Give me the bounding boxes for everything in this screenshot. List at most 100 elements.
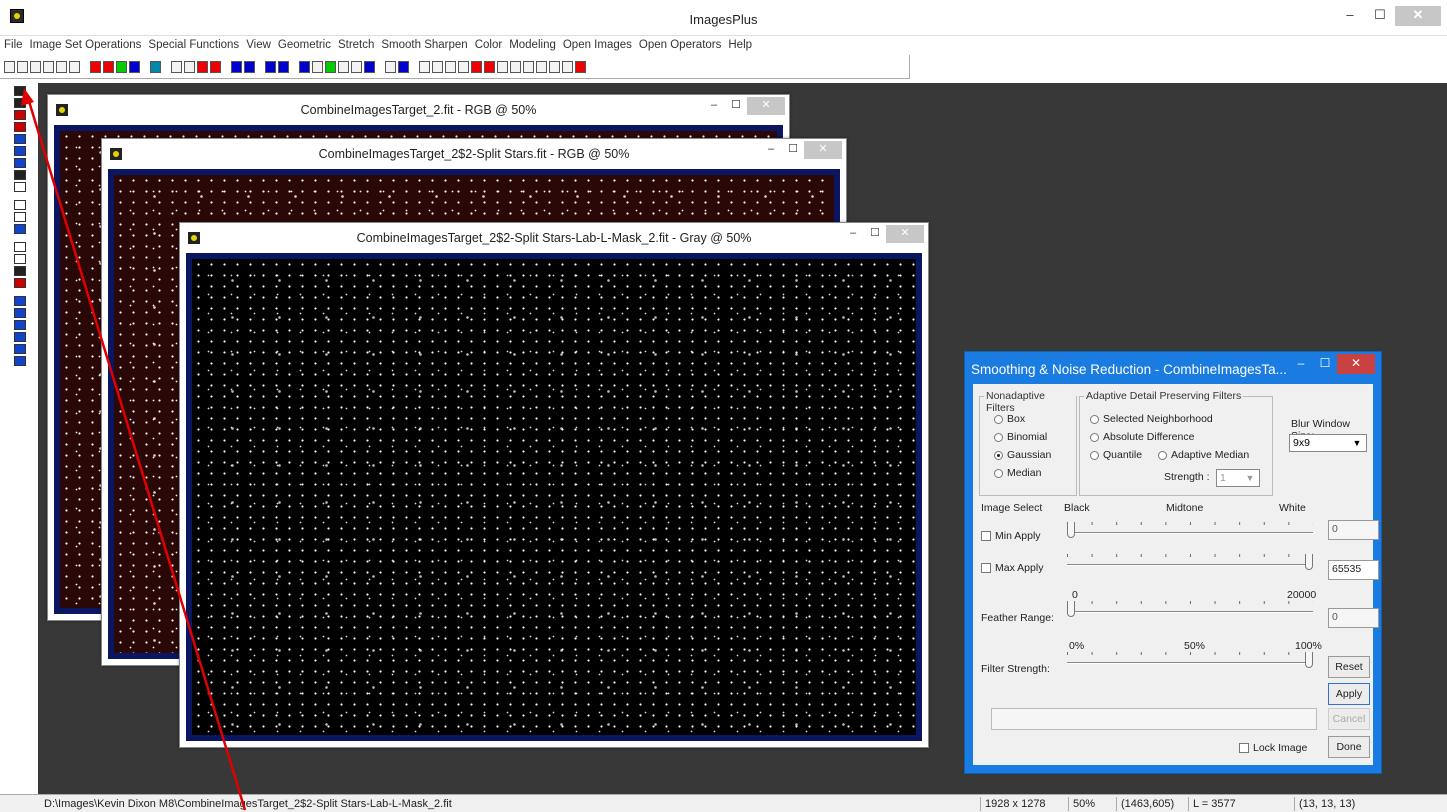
zoom-fit-icon[interactable] bbox=[445, 60, 456, 73]
new-icon[interactable] bbox=[4, 60, 15, 73]
green-channel-icon[interactable] bbox=[116, 60, 127, 73]
align-icon[interactable] bbox=[231, 60, 242, 73]
feather-range-slider[interactable] bbox=[1067, 597, 1313, 621]
arrow-tool-icon[interactable] bbox=[14, 278, 26, 288]
scatter-icon[interactable] bbox=[278, 60, 289, 73]
frame-4-icon[interactable] bbox=[536, 60, 547, 73]
dots-icon[interactable] bbox=[265, 60, 276, 73]
min-apply-checkbox[interactable]: Min Apply bbox=[981, 530, 1041, 542]
bars-tool-icon[interactable] bbox=[14, 254, 26, 264]
frame-3-icon[interactable] bbox=[523, 60, 534, 73]
zoom-minus-icon[interactable] bbox=[484, 60, 495, 73]
up-icon[interactable] bbox=[14, 308, 26, 318]
slider-thumb[interactable] bbox=[1067, 601, 1075, 617]
image-window-mask[interactable]: CombineImagesTarget_2$2-Split Stars-Lab-… bbox=[179, 222, 929, 748]
frame-5-icon[interactable] bbox=[549, 60, 560, 73]
close-button[interactable]: ✕ bbox=[804, 141, 842, 159]
maximize-button[interactable]: ☐ bbox=[870, 227, 880, 239]
red-tool-2-icon[interactable] bbox=[14, 122, 26, 132]
menu-image-set-operations[interactable]: Image Set Operations bbox=[29, 39, 142, 51]
move-icon[interactable] bbox=[14, 296, 26, 306]
menu-stretch[interactable]: Stretch bbox=[337, 39, 375, 51]
cancel-button[interactable]: Cancel bbox=[1328, 708, 1370, 730]
menu-modeling[interactable]: Modeling bbox=[509, 39, 556, 51]
image-canvas[interactable] bbox=[186, 253, 922, 741]
minimize-button[interactable]: – bbox=[710, 99, 718, 111]
crosshair-icon[interactable] bbox=[325, 60, 336, 73]
gradient-icon[interactable] bbox=[14, 212, 26, 222]
close-all-icon[interactable] bbox=[56, 60, 67, 73]
radio-median[interactable]: Median bbox=[994, 467, 1041, 479]
minimize-button[interactable]: – bbox=[849, 227, 857, 239]
zoom-plus-icon[interactable] bbox=[471, 60, 482, 73]
maximize-button[interactable]: ☐ bbox=[1319, 356, 1331, 370]
feather-range-field[interactable]: 0 bbox=[1328, 608, 1379, 628]
save-icon[interactable] bbox=[30, 60, 41, 73]
corner-icon[interactable] bbox=[312, 60, 323, 73]
blue-tool-3-icon[interactable] bbox=[14, 158, 26, 168]
maximize-button[interactable]: ☐ bbox=[788, 143, 798, 155]
window-titlebar[interactable]: CombineImagesTarget_2$2-Split Stars-Lab-… bbox=[180, 223, 928, 253]
corner-tool-icon[interactable] bbox=[14, 182, 26, 192]
pencil-icon[interactable] bbox=[385, 60, 396, 73]
blue-tool-icon[interactable] bbox=[14, 134, 26, 144]
menu-smooth-sharpen[interactable]: Smooth Sharpen bbox=[381, 39, 468, 51]
blue-tool-2-icon[interactable] bbox=[14, 146, 26, 156]
grid-icon[interactable] bbox=[351, 60, 362, 73]
max-apply-slider[interactable] bbox=[1067, 550, 1313, 574]
rotate-right-icon[interactable] bbox=[14, 344, 26, 354]
print-icon[interactable] bbox=[69, 60, 80, 73]
slider-thumb[interactable] bbox=[1067, 522, 1075, 538]
cross-icon[interactable] bbox=[338, 60, 349, 73]
slider-thumb[interactable] bbox=[1305, 652, 1313, 668]
close-button[interactable]: ✕ bbox=[747, 97, 785, 115]
panel-icon[interactable] bbox=[364, 60, 375, 73]
menu-geometric[interactable]: Geometric bbox=[277, 39, 331, 51]
arrow-right-icon[interactable] bbox=[184, 60, 195, 73]
zoom-actual-icon[interactable] bbox=[458, 60, 469, 73]
plus-tool-icon[interactable] bbox=[14, 224, 26, 234]
arrow-right-red-icon[interactable] bbox=[210, 60, 221, 73]
strength-select[interactable]: 1 ▼ bbox=[1216, 469, 1260, 487]
maximize-button[interactable]: ☐ bbox=[1374, 7, 1386, 22]
close-button[interactable]: ✕ bbox=[1337, 354, 1375, 374]
blue-channel-icon[interactable] bbox=[129, 60, 140, 73]
zoom-out-icon[interactable] bbox=[432, 60, 443, 73]
red-tool-icon[interactable] bbox=[14, 110, 26, 120]
black-tool-icon[interactable] bbox=[14, 98, 26, 108]
window-titlebar[interactable]: CombineImagesTarget_2.fit - RGB @ 50% – … bbox=[48, 95, 789, 125]
menu-view[interactable]: View bbox=[246, 39, 271, 51]
reset-button[interactable]: Reset bbox=[1328, 656, 1370, 678]
apply-button[interactable]: Apply bbox=[1328, 683, 1370, 705]
red-channel-icon[interactable] bbox=[103, 60, 114, 73]
menu-file[interactable]: File bbox=[4, 39, 23, 51]
arrow-left-red-icon[interactable] bbox=[197, 60, 208, 73]
slider-thumb[interactable] bbox=[1305, 554, 1313, 570]
min-apply-slider[interactable] bbox=[1067, 518, 1313, 542]
dialog-titlebar[interactable]: Smoothing & Noise Reduction - CombineIma… bbox=[965, 352, 1381, 384]
frame-2-icon[interactable] bbox=[510, 60, 521, 73]
minimize-button[interactable]: – bbox=[767, 143, 775, 155]
box-tool-icon[interactable] bbox=[14, 242, 26, 252]
tile-icon[interactable] bbox=[575, 60, 586, 73]
dark-tool-icon[interactable] bbox=[14, 170, 26, 180]
menu-special-functions[interactable]: Special Functions bbox=[148, 39, 240, 51]
close-button[interactable]: ✕ bbox=[1395, 6, 1441, 26]
radio-absolute-difference[interactable]: Absolute Difference bbox=[1090, 431, 1194, 443]
save-image-icon[interactable] bbox=[14, 86, 26, 96]
app-icon[interactable] bbox=[10, 9, 24, 23]
close-image-icon[interactable] bbox=[43, 60, 54, 73]
radio-selected-neighborhood[interactable]: Selected Neighborhood bbox=[1090, 413, 1213, 425]
star-image[interactable] bbox=[192, 259, 916, 735]
histogram-icon[interactable] bbox=[299, 60, 310, 73]
rgb-channels-icon[interactable] bbox=[90, 60, 101, 73]
min-apply-field[interactable]: 0 bbox=[1328, 520, 1379, 540]
close-button[interactable]: ✕ bbox=[886, 225, 924, 243]
teal-tool-icon[interactable] bbox=[150, 60, 161, 73]
menu-open-images[interactable]: Open Images bbox=[562, 39, 632, 51]
done-button[interactable]: Done bbox=[1328, 736, 1370, 758]
radio-binomial[interactable]: Binomial bbox=[994, 431, 1047, 443]
menu-help[interactable]: Help bbox=[728, 39, 753, 51]
menu-open-operators[interactable]: Open Operators bbox=[638, 39, 722, 51]
open-icon[interactable] bbox=[17, 60, 28, 73]
